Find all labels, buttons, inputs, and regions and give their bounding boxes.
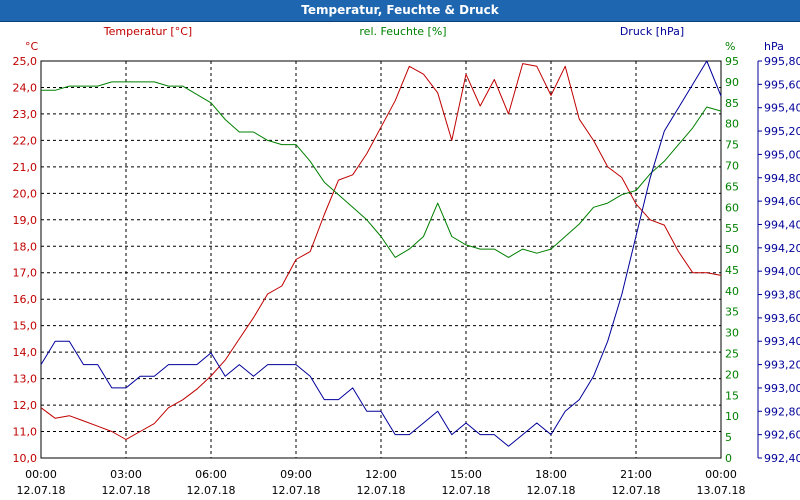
- humidity-tick-label: 0: [725, 452, 732, 465]
- x-tick-date-label: 12.07.18: [17, 484, 66, 497]
- humidity-tick-label: 90: [725, 76, 739, 89]
- humidity-tick-label: 60: [725, 201, 739, 214]
- pressure-tick-label: 993,60: [764, 312, 800, 325]
- humidity-tick-label: 20: [725, 368, 739, 381]
- temperature-tick-label: 14,0: [13, 346, 38, 359]
- legend-humidity: rel. Feuchte [%]: [359, 25, 446, 38]
- humidity-tick-label: 10: [725, 410, 739, 423]
- x-tick-date-label: 12.07.18: [187, 484, 236, 497]
- x-tick-time-label: 00:00: [705, 468, 737, 481]
- pressure-tick-label: 995,20: [764, 125, 800, 138]
- x-tick-time-label: 12:00: [365, 468, 397, 481]
- chart-title: Temperatur, Feuchte & Druck: [301, 3, 499, 17]
- humidity-tick-label: 75: [725, 139, 739, 152]
- x-tick-time-label: 21:00: [620, 468, 652, 481]
- temperature-tick-label: 23,0: [13, 108, 38, 121]
- plot-border: [40, 60, 722, 459]
- pressure-tick-label: 995,80: [764, 55, 800, 68]
- humidity-tick-label: 45: [725, 264, 739, 277]
- temperature-tick-label: 24,0: [13, 81, 38, 94]
- legend-pressure: Druck [hPa]: [620, 25, 684, 38]
- pressure-tick-label: 994,60: [764, 195, 800, 208]
- temperature-tick-label: 15,0: [13, 320, 38, 333]
- x-tick-date-label: 12.07.18: [442, 484, 491, 497]
- humidity-series-line: [41, 81, 722, 258]
- pressure-tick-label: 995,40: [764, 102, 800, 115]
- temperature-tick-label: 25,0: [13, 55, 38, 68]
- temperature-series-line: [40, 63, 722, 440]
- x-tick-date-label: 12.07.18: [612, 484, 661, 497]
- x-tick-time-label: 06:00: [195, 468, 227, 481]
- pressure-tick-label: 993,20: [764, 359, 800, 372]
- x-tick-time-label: 00:00: [25, 468, 57, 481]
- pressure-tick-label: 993,40: [764, 335, 800, 348]
- temperature-tick-label: 11,0: [13, 426, 38, 439]
- axis-labels: 10,0 11,0 12,0 13,0 14,0 15,0 16,0 17,0 18,0 19,0…: [13, 25, 800, 497]
- pressure-tick-label: 995,60: [764, 78, 800, 91]
- humidity-tick-label: 70: [725, 159, 739, 172]
- pressure-tick-label: 992,80: [764, 405, 800, 418]
- pressure-series-line: [40, 60, 722, 447]
- pressure-unit-label: hPa: [764, 40, 784, 53]
- humidity-tick-label: 5: [725, 431, 732, 444]
- pressure-tick-label: 992,40: [764, 452, 800, 465]
- temperature-unit-label: °C: [25, 40, 39, 53]
- temperature-tick-label: 16,0: [13, 293, 38, 306]
- temperature-tick-label: 18,0: [13, 240, 38, 253]
- humidity-tick-label: 65: [725, 180, 739, 193]
- humidity-tick-label: 40: [725, 285, 739, 298]
- temperature-tick-label: 22,0: [13, 134, 38, 147]
- pressure-tick-label: 993,80: [764, 289, 800, 302]
- pressure-tick-label: 994,00: [764, 265, 800, 278]
- humidity-tick-label: 80: [725, 118, 739, 131]
- pressure-tick-label: 995,00: [764, 148, 800, 161]
- x-tick-date-label: 12.07.18: [272, 484, 321, 497]
- x-tick-time-label: 09:00: [280, 468, 312, 481]
- temperature-tick-label: 21,0: [13, 161, 38, 174]
- humidity-tick-label: 95: [725, 55, 739, 68]
- temperature-tick-label: 17,0: [13, 267, 38, 280]
- pressure-tick-label: 992,60: [764, 429, 800, 442]
- temperature-tick-label: 12,0: [13, 399, 38, 412]
- humidity-tick-label: 35: [725, 306, 739, 319]
- humidity-tick-label: 50: [725, 243, 739, 256]
- temperature-tick-label: 19,0: [13, 214, 38, 227]
- temperature-tick-label: 13,0: [13, 373, 38, 386]
- chart-title-bar: Temperatur, Feuchte & Druck: [0, 0, 800, 22]
- pressure-tick-label: 993,00: [764, 382, 800, 395]
- pressure-tick-label: 994,80: [764, 172, 800, 185]
- series-group: [40, 60, 722, 447]
- humidity-tick-label: 15: [725, 389, 739, 402]
- humidity-tick-label: 55: [725, 222, 739, 235]
- x-tick-date-label: 12.07.18: [102, 484, 151, 497]
- legend-temperature: Temperatur [°C]: [103, 25, 192, 38]
- x-tick-date-label: 12.07.18: [357, 484, 406, 497]
- plot-frame: [40, 60, 759, 459]
- x-tick-time-label: 18:00: [535, 468, 567, 481]
- x-tick-time-label: 03:00: [110, 468, 142, 481]
- humidity-tick-label: 30: [725, 327, 739, 340]
- grid: [41, 60, 721, 459]
- temperature-tick-label: 10,0: [13, 452, 38, 465]
- pressure-tick-label: 994,40: [764, 218, 800, 231]
- temperature-tick-label: 20,0: [13, 187, 38, 200]
- x-tick-time-label: 15:00: [450, 468, 482, 481]
- humidity-tick-label: 25: [725, 348, 739, 361]
- x-tick-date-label: 12.07.18: [527, 484, 576, 497]
- pressure-tick-label: 994,20: [764, 242, 800, 255]
- x-tick-date-label: 13.07.18: [697, 484, 746, 497]
- humidity-unit-label: %: [725, 40, 735, 53]
- humidity-tick-label: 85: [725, 97, 739, 110]
